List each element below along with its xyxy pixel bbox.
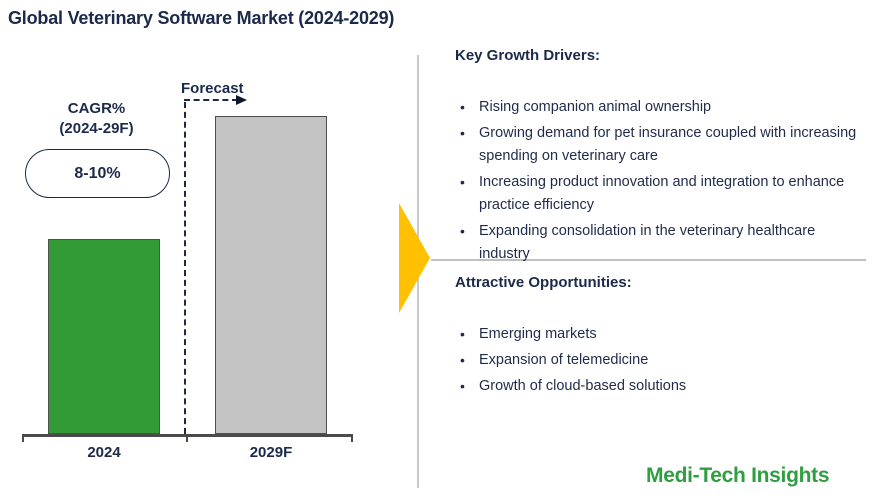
opportunities-list: Emerging markets Expansion of telemedicin… [455,323,869,401]
cagr-label-line2: (2024-29F) [59,120,134,137]
cagr-value: 8-10% [74,164,121,182]
cagr-label: CAGR% (2024-29F) [25,99,168,139]
yellow-arrow-icon [399,203,430,313]
x-axis-tick-left [22,434,24,442]
opportunity-list-item: Growth of cloud-based solutions [455,375,869,398]
x-axis-tick-middle [186,434,188,442]
driver-list-item: Expanding consolidation in the veterinar… [455,220,869,266]
forecast-label: Forecast [181,80,244,97]
forecast-arrow-line [184,99,238,101]
drivers-heading: Key Growth Drivers: [455,47,601,64]
driver-list-item: Rising companion animal ownership [455,96,869,119]
drivers-list: Rising companion animal ownership Growing… [455,96,869,269]
forecast-arrow-icon [236,95,247,105]
opportunities-heading: Attractive Opportunities: [455,274,632,291]
x-axis-tick-right [351,434,353,442]
cagr-value-pill: 8-10% [25,149,170,198]
page-title: Global Veterinary Software Market (2024-… [8,8,395,28]
forecast-dashed-divider [184,102,186,434]
cagr-label-line1: CAGR% [67,100,126,117]
bar-2029f [215,116,327,434]
opportunity-list-item: Expansion of telemedicine [455,349,869,372]
opportunity-list-item: Emerging markets [455,323,869,346]
driver-list-item: Increasing product innovation and integr… [455,171,869,217]
x-tick-label-2029f: 2029F [249,444,293,461]
x-tick-label-2024: 2024 [87,444,121,461]
driver-list-item: Growing demand for pet insurance coupled… [455,122,869,168]
medi-tech-insights-logo: Medi-Tech Insights [646,464,830,487]
bar-2024 [48,239,160,434]
